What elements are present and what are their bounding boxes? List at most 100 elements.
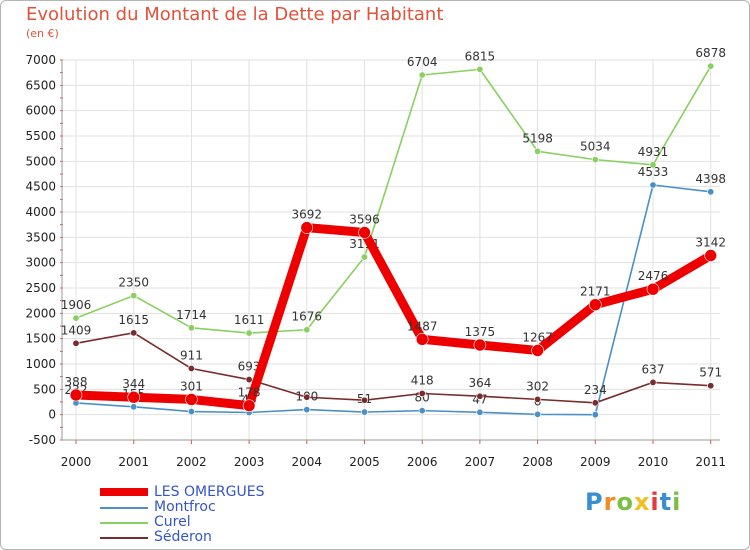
x-tick-label: 2008 <box>522 455 553 469</box>
y-tick-label: 2000 <box>25 306 56 320</box>
data-point-curel <box>707 62 715 70</box>
x-tick-label: 2003 <box>234 455 265 469</box>
x-tick-label: 2011 <box>695 455 726 469</box>
chart-subtitle: (en €) <box>26 27 59 40</box>
y-tick-label: 2500 <box>25 281 56 295</box>
data-point-les-omergues <box>473 338 487 352</box>
data-point-curel <box>72 314 80 322</box>
data-label-sederon: 1615 <box>118 313 149 327</box>
legend-swatch-montfroc <box>100 507 148 509</box>
data-label-curel: 5198 <box>522 131 553 145</box>
plot-area <box>62 60 720 440</box>
data-label-les-omergues: 2476 <box>638 269 669 283</box>
y-tick-label: 4500 <box>25 180 56 194</box>
data-label-sederon: 637 <box>642 362 665 376</box>
data-label-les-omergues: 344 <box>122 377 145 391</box>
data-label-curel: 4931 <box>638 145 669 159</box>
data-point-montfroc <box>534 410 542 418</box>
x-tick-label: 2004 <box>292 455 323 469</box>
data-label-les-omergues: 3142 <box>695 235 726 249</box>
data-label-curel: 2350 <box>118 276 149 290</box>
y-tick-label: -500 <box>29 433 56 447</box>
data-label-curel: 1611 <box>234 313 265 327</box>
data-label-les-omergues: 3692 <box>292 208 323 222</box>
y-tick-label: 500 <box>33 382 56 396</box>
data-label-curel: 1906 <box>61 298 92 312</box>
y-tick-label: 6500 <box>25 78 56 92</box>
data-point-les-omergues <box>358 226 371 239</box>
data-label-les-omergues: 178 <box>238 386 261 400</box>
data-label-les-omergues: 3596 <box>349 212 380 226</box>
legend-swatch-les-omergues <box>100 488 148 496</box>
y-tick-label: 1500 <box>25 332 56 346</box>
data-label-les-omergues: 1375 <box>465 325 496 339</box>
y-tick-label: 1000 <box>25 357 56 371</box>
legend-label-curel: Curel <box>154 514 191 530</box>
series-line-montfroc <box>75 184 712 416</box>
data-point-montfroc <box>187 408 195 416</box>
data-point-les-omergues <box>127 390 140 404</box>
data-point-les-omergues <box>300 221 314 234</box>
data-label-les-omergues: 1267 <box>522 330 553 344</box>
x-tick-label: 2006 <box>407 455 438 469</box>
data-point-les-omergues <box>415 333 429 346</box>
data-point-sederon <box>649 378 657 386</box>
data-label-sederon: 1409 <box>61 323 92 337</box>
y-tick-label: 7000 <box>25 53 56 67</box>
data-point-montfroc <box>418 407 426 415</box>
data-point-montfroc <box>707 188 715 196</box>
legend-swatch-curel <box>100 522 148 524</box>
logo-letter: x <box>633 488 651 516</box>
data-label-les-omergues: 388 <box>65 375 88 389</box>
data-point-sederon <box>591 399 599 407</box>
data-point-curel <box>649 161 657 169</box>
x-tick-label: 2001 <box>118 455 149 469</box>
data-point-curel <box>303 326 311 334</box>
y-tick-label: 4000 <box>25 205 56 219</box>
series-line-sederon <box>75 332 712 404</box>
data-label-curel: 6704 <box>407 55 438 69</box>
x-tick-label: 2009 <box>580 455 611 469</box>
y-tick-label: 0 <box>48 408 56 422</box>
data-label-curel: 1676 <box>292 310 323 324</box>
x-tick-label: 2010 <box>638 455 669 469</box>
series-line-curel <box>75 65 712 334</box>
data-label-montfroc: 4533 <box>638 165 669 179</box>
data-point-montfroc <box>649 181 657 189</box>
data-point-curel <box>476 65 484 73</box>
data-label-les-omergues: 1487 <box>407 319 438 333</box>
data-point-sederon <box>303 393 311 401</box>
data-point-sederon <box>418 389 426 397</box>
y-tick-label: 3000 <box>25 256 56 270</box>
data-label-sederon: 364 <box>468 376 491 390</box>
data-point-les-omergues <box>646 282 660 296</box>
logo-letter: o <box>616 488 634 516</box>
data-label-sederon: 234 <box>584 383 607 397</box>
legend-label-les-omergues: LES OMERGUES <box>154 484 265 500</box>
chart-title: Evolution du Montant de la Dette par Hab… <box>26 4 444 25</box>
x-tick-label: 2000 <box>61 455 92 469</box>
x-tick-label: 2005 <box>349 455 380 469</box>
proxiti-logo: Proxiti <box>585 488 681 516</box>
x-tick-label: 2002 <box>176 455 207 469</box>
data-point-sederon <box>187 365 195 373</box>
data-label-sederon: 571 <box>699 366 722 380</box>
data-point-les-omergues <box>531 344 544 357</box>
data-point-curel <box>360 253 368 261</box>
y-tick-label: 6000 <box>25 104 56 118</box>
data-point-montfroc <box>476 408 484 416</box>
data-point-les-omergues <box>588 298 602 311</box>
data-label-sederon: 302 <box>526 379 549 393</box>
data-point-curel <box>245 329 253 337</box>
data-point-curel <box>591 156 599 164</box>
data-point-montfroc <box>360 408 368 416</box>
data-label-curel: 6878 <box>695 46 726 60</box>
data-label-les-omergues: 301 <box>180 379 203 393</box>
data-label-sederon: 418 <box>411 373 434 387</box>
data-point-sederon <box>534 395 542 403</box>
data-point-curel <box>534 147 542 155</box>
series-line-les-omergues <box>71 223 716 411</box>
data-point-sederon <box>72 339 80 347</box>
data-point-curel <box>187 324 195 332</box>
